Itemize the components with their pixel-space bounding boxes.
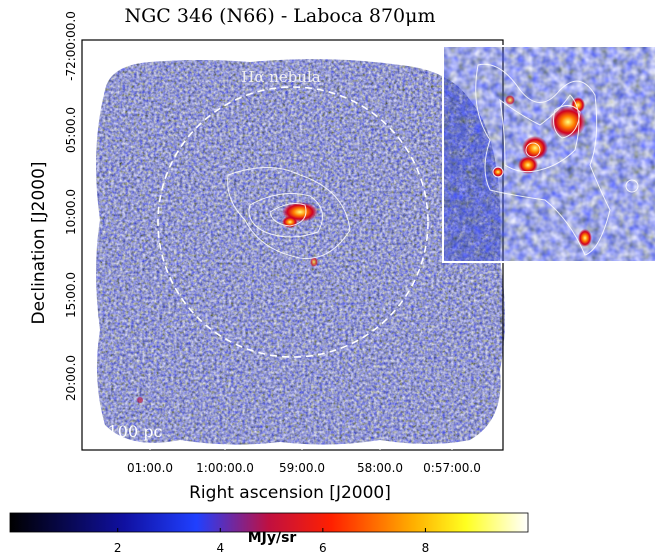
x-tick-label: 58:00.0 [357, 461, 403, 475]
y-tick-label: 15:00.0 [64, 272, 78, 318]
x-tick-label: 1:00:00.0 [196, 461, 254, 475]
x-tick-label: 0:57:00.0 [423, 461, 481, 475]
inset [442, 45, 656, 263]
nebula-circle [157, 86, 429, 358]
x-tick-label: 59:00.0 [279, 461, 325, 475]
colorbar-tick-label: 4 [216, 541, 224, 555]
y-axis-label: Declination [J2000] [29, 161, 49, 324]
y-tick-label: 05:00.0 [64, 107, 78, 153]
sky-map: Hα nebula 100 pc [81, 39, 505, 451]
y-tick-label: -72:00:00.0 [64, 11, 78, 81]
scale-label: 100 pc [108, 422, 163, 441]
x-tick-label: 01:00.0 [127, 461, 173, 475]
colorbar [9, 512, 529, 533]
colorbar-tick-label: 8 [422, 541, 430, 555]
colorbar-label: MJy/sr [248, 530, 297, 546]
colorbar-tick-label: 2 [114, 541, 122, 555]
title: NGC 346 (N66) - Laboca 870μm [125, 5, 436, 27]
colorbar-tick-label: 6 [319, 541, 327, 555]
x-axis-label: Right ascension [J2000] [189, 483, 391, 503]
nebula-label: Hα nebula [241, 68, 321, 86]
y-tick-label: 10:00.0 [64, 189, 78, 235]
contours [227, 167, 351, 259]
y-tick-label: 20:00.0 [64, 355, 78, 401]
